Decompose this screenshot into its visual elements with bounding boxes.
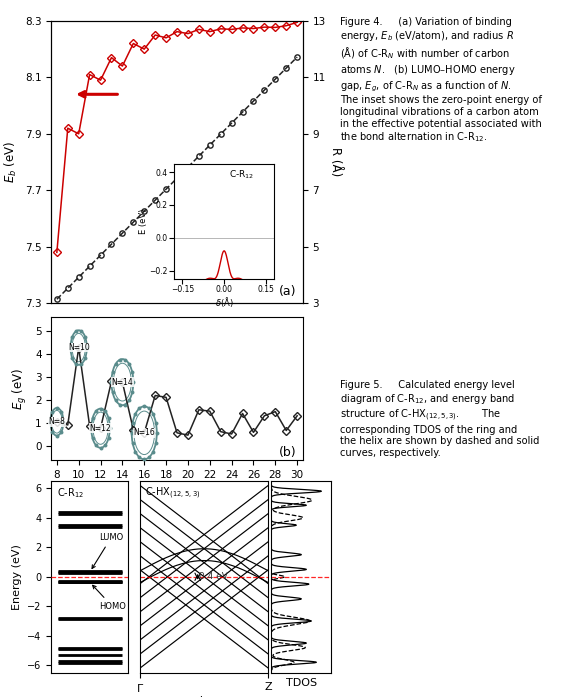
Text: LUMO: LUMO	[92, 533, 123, 569]
Point	[128, 376, 138, 388]
Point	[124, 395, 134, 406]
Point	[77, 358, 86, 369]
Point	[120, 354, 130, 365]
Point	[115, 399, 124, 410]
Point	[115, 354, 124, 365]
Point	[96, 442, 105, 453]
Point	[71, 358, 81, 369]
Point	[91, 440, 100, 451]
Point	[82, 342, 91, 353]
Point	[67, 352, 77, 363]
Point	[66, 342, 75, 353]
Point	[151, 438, 160, 449]
Point	[88, 432, 97, 443]
Point	[104, 432, 113, 443]
Point	[135, 452, 144, 463]
Point	[144, 452, 154, 463]
Point	[53, 430, 62, 441]
Text: N=12: N=12	[90, 424, 111, 433]
Point	[57, 406, 66, 418]
Text: 0.4 eV: 0.4 eV	[199, 572, 228, 581]
Point	[128, 387, 137, 398]
Point	[144, 403, 154, 414]
Point	[148, 446, 158, 457]
Point	[100, 440, 110, 451]
Point	[128, 438, 137, 449]
Text: (b): (b)	[279, 446, 296, 459]
Point	[81, 352, 90, 363]
Point	[71, 325, 81, 337]
Text: C-R$_{12}$: C-R$_{12}$	[229, 169, 255, 181]
Point	[140, 454, 149, 465]
Y-axis label: Energy (eV): Energy (eV)	[12, 544, 22, 610]
Point	[140, 401, 149, 412]
Point	[152, 427, 162, 438]
Point	[53, 402, 62, 413]
Text: N=14: N=14	[111, 378, 133, 387]
Point	[108, 387, 117, 398]
Point	[148, 408, 158, 420]
Point	[67, 332, 77, 343]
Point	[151, 417, 160, 428]
Point	[47, 426, 57, 437]
Point	[135, 403, 144, 414]
Point	[124, 358, 134, 369]
Point	[77, 325, 86, 337]
X-axis label: TDOS: TDOS	[286, 678, 317, 688]
Point	[57, 426, 66, 437]
X-axis label: $k_z$: $k_z$	[198, 694, 211, 697]
Point	[91, 406, 100, 417]
Point	[107, 376, 116, 388]
Point	[131, 446, 140, 457]
Text: N=8: N=8	[49, 418, 65, 427]
Text: N=16: N=16	[134, 429, 155, 437]
Text: Figure 4.     (a) Variation of binding
energy, $E_b$ (eV/atom), and radius $R$
(: Figure 4. (a) Variation of binding energ…	[340, 17, 542, 144]
X-axis label: $\delta$(Å): $\delta$(Å)	[215, 296, 234, 309]
Point	[46, 416, 55, 427]
Point	[87, 422, 96, 434]
Point	[111, 358, 120, 369]
Y-axis label: E (eV): E (eV)	[139, 208, 148, 234]
Text: C-HX$_{(12,5,3)}$: C-HX$_{(12,5,3)}$	[145, 486, 200, 501]
Y-axis label: R (Å): R (Å)	[329, 148, 342, 176]
Point	[81, 332, 90, 343]
Point	[127, 427, 136, 438]
Point	[104, 413, 113, 424]
Point	[131, 408, 140, 420]
Text: N=10: N=10	[68, 343, 90, 352]
Y-axis label: $E_b$ (eV): $E_b$ (eV)	[3, 141, 19, 183]
Point	[128, 367, 137, 378]
Point	[47, 406, 57, 418]
Point	[120, 399, 130, 410]
Text: HOMO: HOMO	[93, 585, 126, 611]
Point	[105, 422, 114, 434]
Point	[100, 406, 110, 417]
Point	[88, 413, 97, 424]
Point	[96, 403, 105, 414]
X-axis label: N: N	[172, 485, 182, 498]
Text: Figure 5.     Calculated energy level
diagram of C-R$_{12}$, and energy band
str: Figure 5. Calculated energy level diagra…	[340, 380, 539, 458]
Text: (a): (a)	[279, 285, 296, 298]
Point	[128, 417, 137, 428]
Text: C-R$_{12}$: C-R$_{12}$	[57, 486, 84, 500]
Y-axis label: $E_g$ (eV): $E_g$ (eV)	[11, 367, 30, 410]
Point	[108, 367, 117, 378]
Point	[111, 395, 120, 406]
Point	[59, 416, 68, 427]
